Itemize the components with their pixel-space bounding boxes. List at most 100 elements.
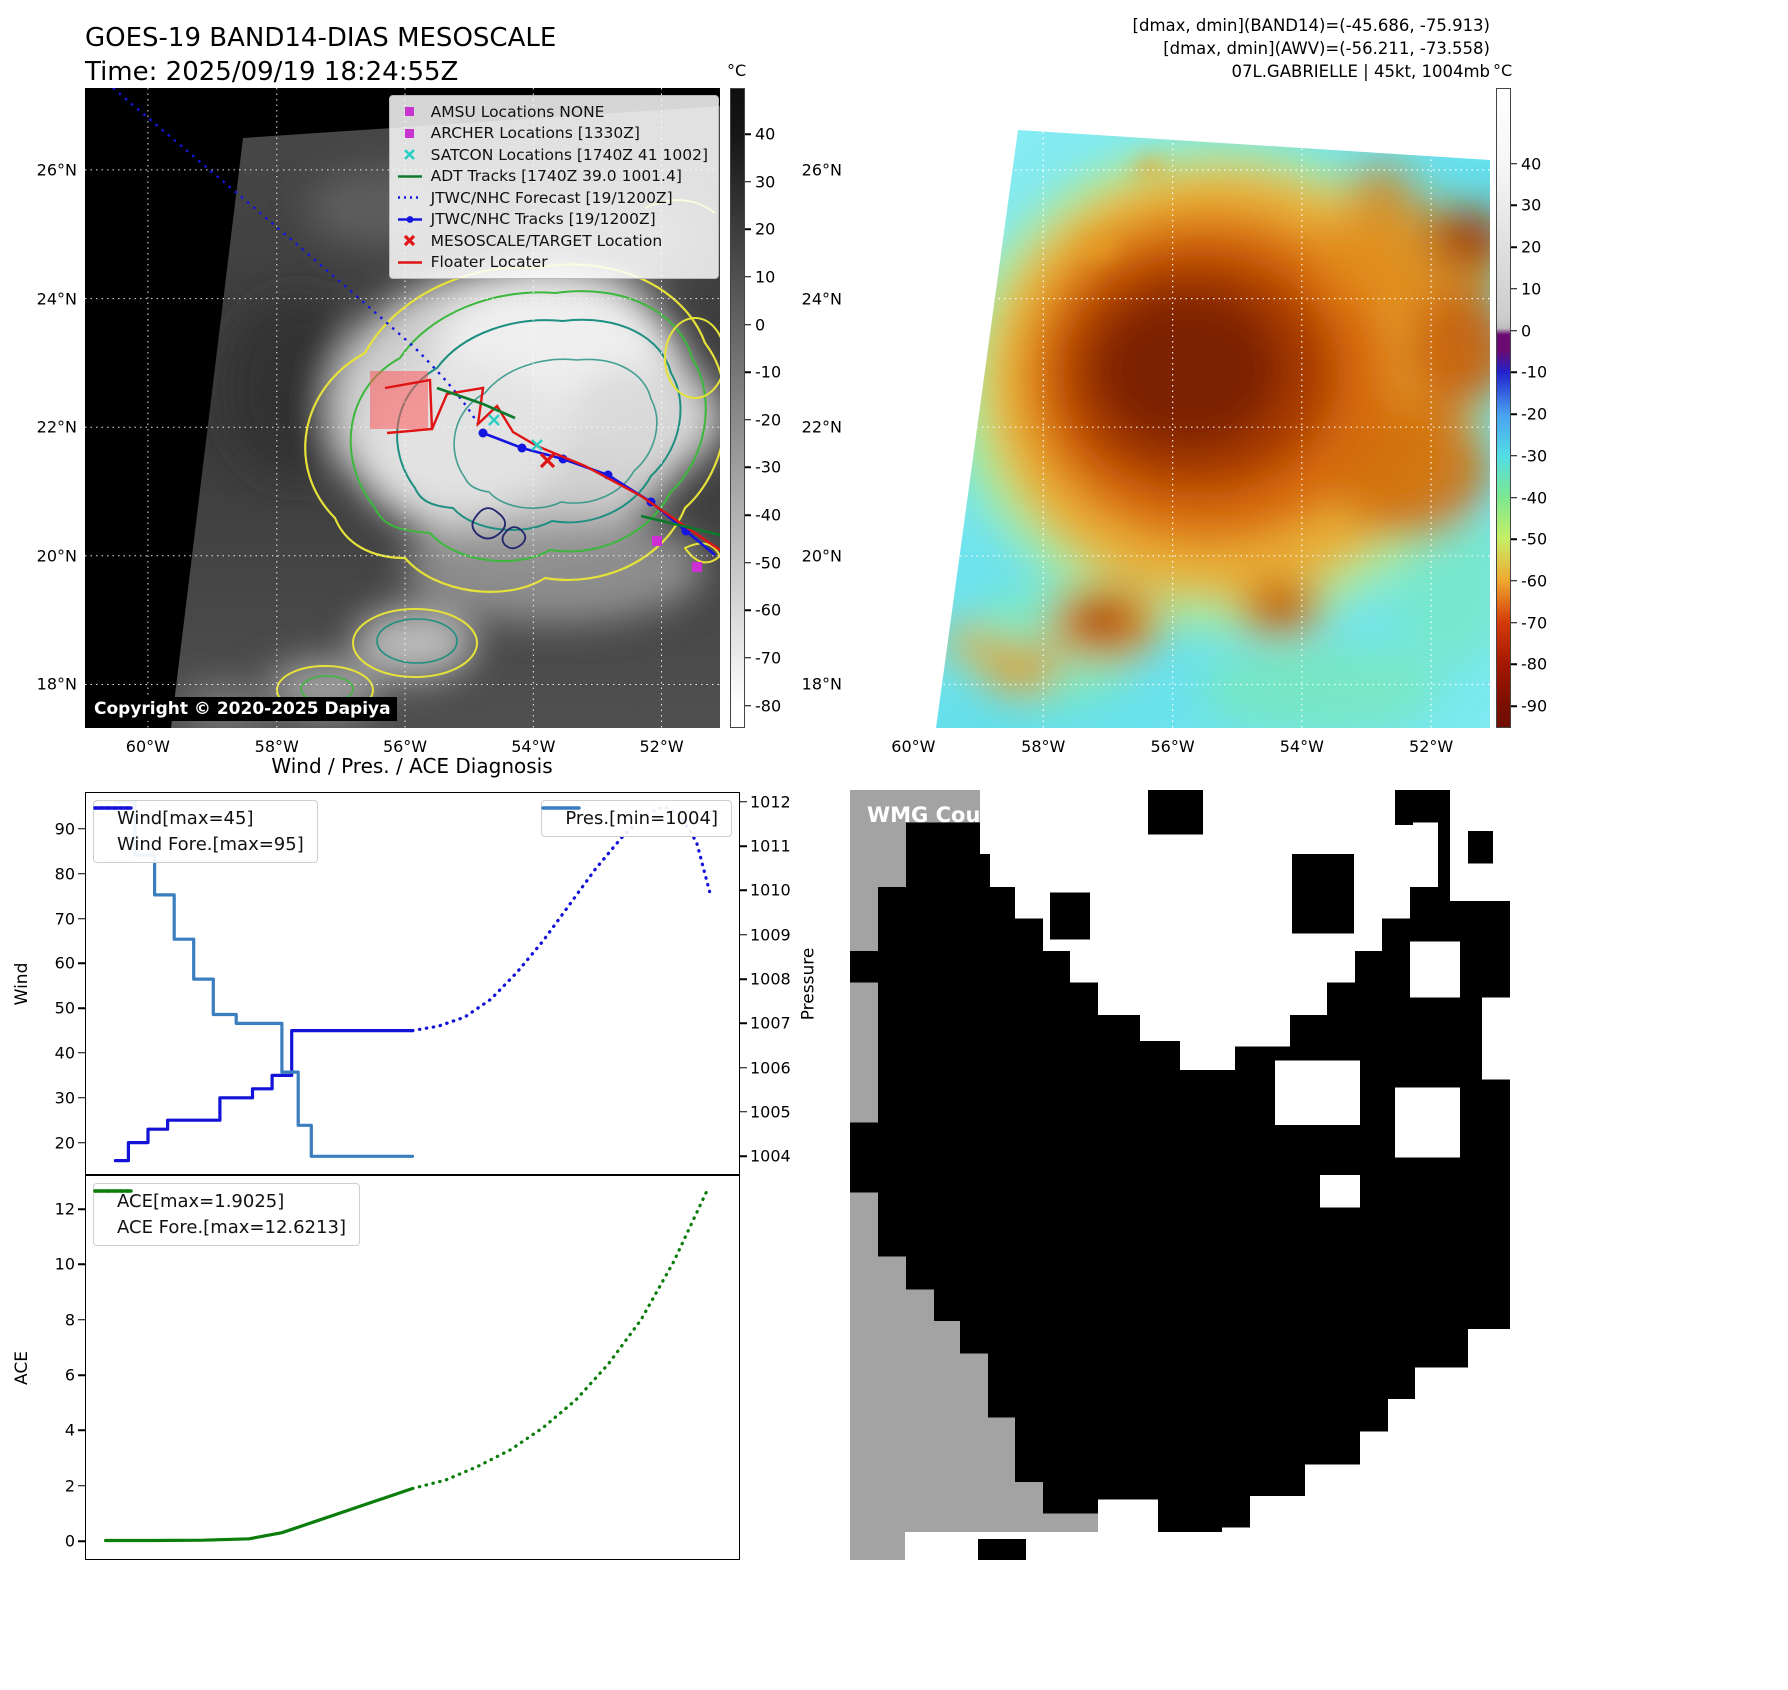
band14-time-label: Time: 2025/09/19 18:24:55Z [85, 56, 459, 87]
y-axis-tick-label: 6 [64, 1365, 75, 1385]
colorbar-tick [745, 419, 751, 421]
colorbar-tick-label: -70 [1521, 613, 1548, 633]
colorbar-tick-label: 40 [1521, 154, 1542, 174]
colorbar-tick-label: -80 [755, 696, 782, 716]
colorbar-tick [1511, 580, 1517, 582]
colorbar-tick [1511, 705, 1517, 707]
legend-item-label: MESOSCALE/TARGET Location [430, 231, 663, 250]
colorbar-tick-label: -30 [1521, 446, 1548, 466]
dmax-dmin-awv-label: [dmax, dmin](AWV)=(-56.211, -73.558) [1163, 39, 1490, 59]
adt-track-line [436, 386, 516, 420]
lat-tick-label: 20°N [36, 546, 77, 566]
y-axis-tick-label: 50 [54, 998, 75, 1018]
lon-tick-label: 56°W [1150, 737, 1195, 756]
archer-marker-2 [692, 562, 702, 572]
legend-item: AMSU Locations NONE [396, 101, 708, 123]
y-axis-tick [78, 1374, 86, 1376]
band14-colorbar-gradient [730, 88, 745, 728]
y-axis-tick-label: 1008 [750, 969, 791, 989]
colorbar-tick-label: 10 [755, 267, 776, 287]
amsu-square-icon [396, 104, 424, 119]
y-axis-tick [739, 801, 747, 803]
y-axis-tick [78, 1319, 86, 1321]
lat-tick-label: 18°N [801, 674, 842, 694]
wind-pressure-chart: Wind Pressure Wind[max=45] Wind Fore.[max… [12, 792, 819, 1175]
lon-tick-label: 52°W [1409, 737, 1454, 756]
mesoscale-target-x-icon [539, 452, 556, 469]
wind-legend: Wind[max=45] Wind Fore.[max=95] [93, 800, 318, 863]
y-axis-tick [739, 978, 747, 980]
colorbar-tick [1511, 663, 1517, 666]
awv-header-block: [dmax, dmin](BAND14)=(-45.686, -75.913) … [1000, 14, 1490, 83]
colorbar-tick [745, 371, 751, 373]
colorbar-tick [1511, 246, 1517, 248]
y-axis-tick [78, 1208, 86, 1210]
storm-intensity-label: 07L.GABRIELLE | 45kt, 1004mb [1231, 62, 1491, 82]
legend-item: JTWC/NHC Tracks [19/1200Z] [396, 209, 708, 231]
legend-item: JTWC/NHC Forecast [19/1200Z] [396, 187, 708, 209]
y-axis-tick [78, 1263, 86, 1266]
satcon-x-icon [488, 414, 543, 451]
colorbar-tick-label: -60 [1521, 571, 1548, 591]
dmax-dmin-band14-label: [dmax, dmin](BAND14)=(-45.686, -75.913) [1132, 16, 1490, 35]
y-axis-tick-label: 80 [54, 864, 75, 884]
archer-square-icon [396, 126, 424, 141]
colorbar-tick-label: 40 [755, 124, 776, 144]
satcon-x-icon [396, 147, 424, 162]
lat-tick-label: 24°N [801, 289, 842, 309]
chart-legend-item: ACE Fore.[max=12.6213] [93, 1189, 346, 1238]
lon-tick-label: 54°W [1279, 737, 1324, 756]
colorbar-tick [745, 704, 751, 707]
legend-item-label: JTWC/NHC Tracks [19/1200Z] [430, 210, 656, 229]
y-axis-tick [78, 1540, 86, 1542]
colorbar-tick-label: -10 [755, 362, 782, 382]
legend-item: ARCHER Locations [1330Z] [396, 123, 708, 145]
y-axis-tick-label: 60 [54, 953, 75, 973]
chart-legend-item: Pres.[min=1004] [541, 806, 718, 829]
y-axis-tick [78, 872, 86, 875]
colorbar-tick-label: -40 [1521, 488, 1548, 507]
colorbar-tick [745, 657, 751, 659]
colorbar-tick-label: -20 [755, 410, 782, 430]
colorbar-tick [745, 466, 751, 469]
mesoscale-sector-box [370, 371, 428, 429]
colorbar-tick-label: -40 [755, 505, 782, 525]
colorbar-tick-label: -50 [755, 553, 782, 573]
legend-item-label: Floater Locater [430, 253, 548, 272]
colorbar-tick [745, 561, 751, 564]
y-axis-tick-label: 20 [54, 1133, 75, 1153]
wmg-count-label: WMG Count: 0 [867, 803, 1036, 827]
colorbar-tick-label: 30 [1521, 195, 1542, 215]
y-axis-tick-label: 12 [54, 1199, 75, 1219]
y-axis-tick-label: 1009 [750, 925, 791, 945]
awv-colorbar-unit: °C [1493, 61, 1513, 80]
lat-tick-label: 24°N [36, 289, 77, 309]
colorbar-tick-label: -90 [1521, 696, 1548, 716]
y-axis-tick [739, 1066, 747, 1069]
colorbar-tick [1511, 204, 1517, 207]
awv-satellite-image [850, 88, 1490, 728]
wmg-mask-image [850, 790, 1510, 1560]
y-axis-tick-label: 1007 [750, 1013, 791, 1033]
legend-item-label: ARCHER Locations [1330Z] [430, 124, 640, 143]
y-axis-tick-label: 1011 [750, 836, 791, 856]
lat-tick-label: 18°N [36, 674, 77, 694]
colorbar-tick [745, 180, 751, 183]
y-axis-tick-label: 1005 [750, 1102, 791, 1122]
y-axis-tick [739, 934, 747, 936]
awv-cloud-speckles [1084, 159, 1164, 258]
wmg-black-notches [978, 790, 1493, 1560]
colorbar-tick [1511, 371, 1517, 373]
diagnosis-title: Wind / Pres. / ACE Diagnosis [271, 754, 553, 778]
legend-item-label: ADT Tracks [1740Z 39.0 1001.4] [430, 167, 682, 186]
lat-tick-label: 26°N [801, 160, 842, 180]
awv-cloud-field [944, 143, 1490, 728]
y-axis-tick-label: 90 [54, 819, 75, 839]
colorbar-tick [1511, 538, 1517, 540]
y-axis-tick [739, 889, 747, 892]
adt-line-icon [396, 169, 424, 184]
colorbar-tick [1511, 621, 1517, 624]
band14-colorbar-unit: °C [727, 61, 747, 80]
y-axis-tick-label: 30 [54, 1088, 75, 1108]
y-axis-tick [739, 845, 747, 847]
